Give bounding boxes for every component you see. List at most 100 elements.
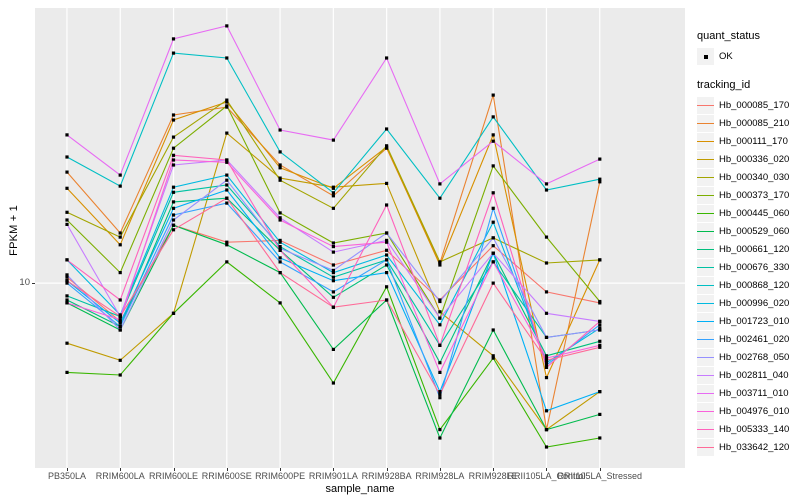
legend-item-label: Hb_000661_120	[719, 244, 790, 255]
data-point	[118, 173, 122, 177]
legend-item: Hb_000868_120	[697, 277, 799, 294]
plot-svg	[35, 8, 685, 468]
data-point	[118, 314, 122, 319]
data-point	[225, 160, 229, 164]
data-point	[171, 153, 176, 157]
data-point	[171, 135, 176, 139]
x-tick-mark	[66, 468, 68, 471]
legend-color-line-icon	[697, 212, 714, 215]
data-point	[171, 206, 176, 210]
legend-item: Hb_000445_060	[697, 205, 799, 222]
x-tick-mark	[280, 468, 282, 471]
data-point	[278, 238, 282, 242]
data-point	[65, 133, 69, 137]
legend-item-label: Hb_002811_040	[719, 370, 789, 381]
data-point	[65, 301, 69, 305]
y-tick-label: 10	[19, 277, 30, 288]
data-point	[544, 356, 549, 360]
legend-item: Hb_000661_120	[697, 241, 799, 258]
data-point	[598, 180, 602, 184]
data-point	[65, 258, 69, 262]
data-point	[278, 150, 282, 154]
point-marker-icon	[703, 54, 708, 59]
data-point	[225, 100, 229, 104]
data-point	[225, 196, 229, 200]
data-point	[278, 240, 282, 244]
x-tick-label: RRIM928LA	[415, 471, 465, 481]
legend-item-label: Hb_000111_170	[719, 136, 788, 147]
legend-color-line-icon	[697, 122, 714, 125]
data-point	[385, 263, 389, 267]
x-tick-label: RRIM600LA	[95, 471, 145, 481]
legend-color-line-icon	[697, 248, 714, 251]
legend-item: Hb_000336_020	[697, 151, 799, 168]
data-point	[225, 240, 229, 244]
legend-items: Hb_000085_170 Hb_000085_210 Hb_000111_170 H…	[697, 97, 799, 456]
data-point	[598, 436, 602, 440]
legend-item-label: Hb_002461_020	[719, 334, 790, 345]
data-point	[225, 188, 229, 192]
data-point	[331, 275, 335, 279]
x-tick-mark	[386, 468, 388, 471]
legend-item-label: Hb_000868_120	[719, 280, 790, 291]
x-tick-label: RRIM928LE	[468, 471, 518, 481]
data-point	[171, 190, 176, 194]
x-tick-mark	[173, 468, 175, 471]
data-point	[438, 436, 442, 440]
y-axis-title: FPKM + 1	[8, 205, 20, 256]
legend-color-line-icon	[697, 428, 714, 431]
legend-key	[697, 403, 714, 420]
legend-item-label: Hb_000445_060	[719, 208, 790, 219]
data-point	[65, 155, 69, 159]
legend-key	[697, 48, 714, 65]
x-tick-label: RRIM600PE	[255, 471, 306, 481]
legend-key	[697, 439, 714, 456]
data-point	[385, 258, 389, 262]
legend-color-line-icon	[697, 230, 714, 233]
data-point	[385, 240, 389, 244]
data-point	[118, 271, 122, 275]
data-point	[598, 339, 602, 343]
data-point	[598, 299, 602, 304]
legend-key	[697, 115, 714, 132]
data-point	[118, 184, 122, 188]
legend-item-label: Hb_000529_060	[719, 226, 790, 237]
legend-item-label: Hb_000676_330	[719, 262, 790, 273]
data-point	[544, 235, 549, 239]
legend-item-label: Hb_033642_120	[719, 442, 790, 453]
data-point	[278, 218, 282, 222]
data-point	[225, 158, 229, 162]
data-point	[491, 93, 495, 97]
data-point	[331, 305, 335, 309]
legend-key	[697, 151, 714, 168]
data-point	[171, 228, 176, 232]
data-point	[544, 428, 549, 432]
legend-item: Hb_000529_060	[697, 223, 799, 240]
data-point	[225, 173, 229, 177]
data-point	[385, 253, 389, 257]
data-point	[171, 51, 176, 55]
data-point	[438, 396, 442, 400]
data-point	[544, 335, 549, 339]
data-point	[171, 163, 176, 167]
data-point	[491, 236, 495, 240]
data-point	[65, 170, 69, 174]
data-point	[331, 263, 335, 267]
data-point	[171, 118, 176, 122]
legend-item: Hb_033642_120	[697, 439, 799, 456]
data-point	[491, 328, 495, 332]
legend-item-label: Hb_003711_010	[719, 388, 789, 399]
legend-item: Hb_001723_010	[697, 313, 799, 330]
legend-item: Hb_005333_140	[697, 421, 799, 438]
x-tick-mark	[439, 468, 441, 471]
data-point	[331, 279, 335, 283]
x-tick-mark	[493, 468, 495, 471]
legend-item-label: Hb_001723_010	[719, 316, 790, 327]
data-point	[385, 181, 389, 185]
data-point	[438, 299, 442, 304]
data-point	[225, 104, 229, 108]
data-point	[171, 146, 176, 150]
data-point	[491, 164, 495, 168]
legend-color-line-icon	[697, 176, 714, 179]
data-point	[118, 243, 122, 247]
